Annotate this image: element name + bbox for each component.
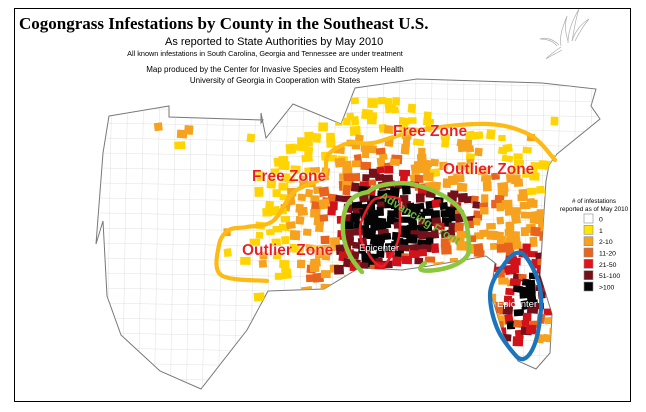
svg-text:Free Zone: Free Zone xyxy=(393,123,467,140)
svg-text:reported as of May 2010: reported as of May 2010 xyxy=(560,206,629,213)
svg-text:Outlier Zone: Outlier Zone xyxy=(242,242,334,259)
svg-text:11-20: 11-20 xyxy=(599,251,616,258)
svg-text:Outlier Zone: Outlier Zone xyxy=(443,161,535,178)
svg-text:2-10: 2-10 xyxy=(599,239,613,246)
svg-text:# of infestations: # of infestations xyxy=(572,198,616,205)
svg-text:Epicenter: Epicenter xyxy=(497,299,537,310)
svg-text:>100: >100 xyxy=(599,285,615,292)
svg-text:0: 0 xyxy=(599,217,603,224)
svg-text:1: 1 xyxy=(599,228,603,235)
svg-text:Free Zone: Free Zone xyxy=(252,168,326,185)
svg-text:Epicenter: Epicenter xyxy=(359,243,399,254)
svg-text:51-100: 51-100 xyxy=(599,273,620,280)
svg-text:21-50: 21-50 xyxy=(599,262,617,269)
